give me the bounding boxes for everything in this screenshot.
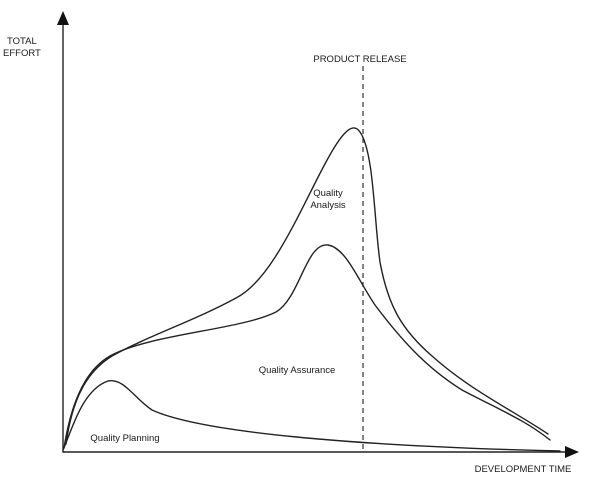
quality-planning-curve [62, 380, 561, 452]
x-axis-label: DEVELOPMENT TIME [475, 464, 572, 475]
quality-assurance-label: Quality Assurance [259, 365, 336, 376]
quality-analysis-curve [65, 127, 549, 445]
product-release-label: PRODUCT RELEASE [313, 54, 406, 65]
quality-analysis-label-line1: Quality [313, 188, 343, 199]
x-axis-arrow-icon [565, 446, 579, 458]
quality-analysis-label-line2: Analysis [310, 200, 346, 211]
y-axis-arrow-icon [57, 11, 69, 25]
y-axis-label-line2: EFFORT [3, 48, 41, 59]
y-axis-label-line1: TOTAL [7, 36, 37, 47]
quality-planning-label: Quality Planning [90, 433, 159, 444]
quality-assurance-curve [63, 244, 551, 449]
